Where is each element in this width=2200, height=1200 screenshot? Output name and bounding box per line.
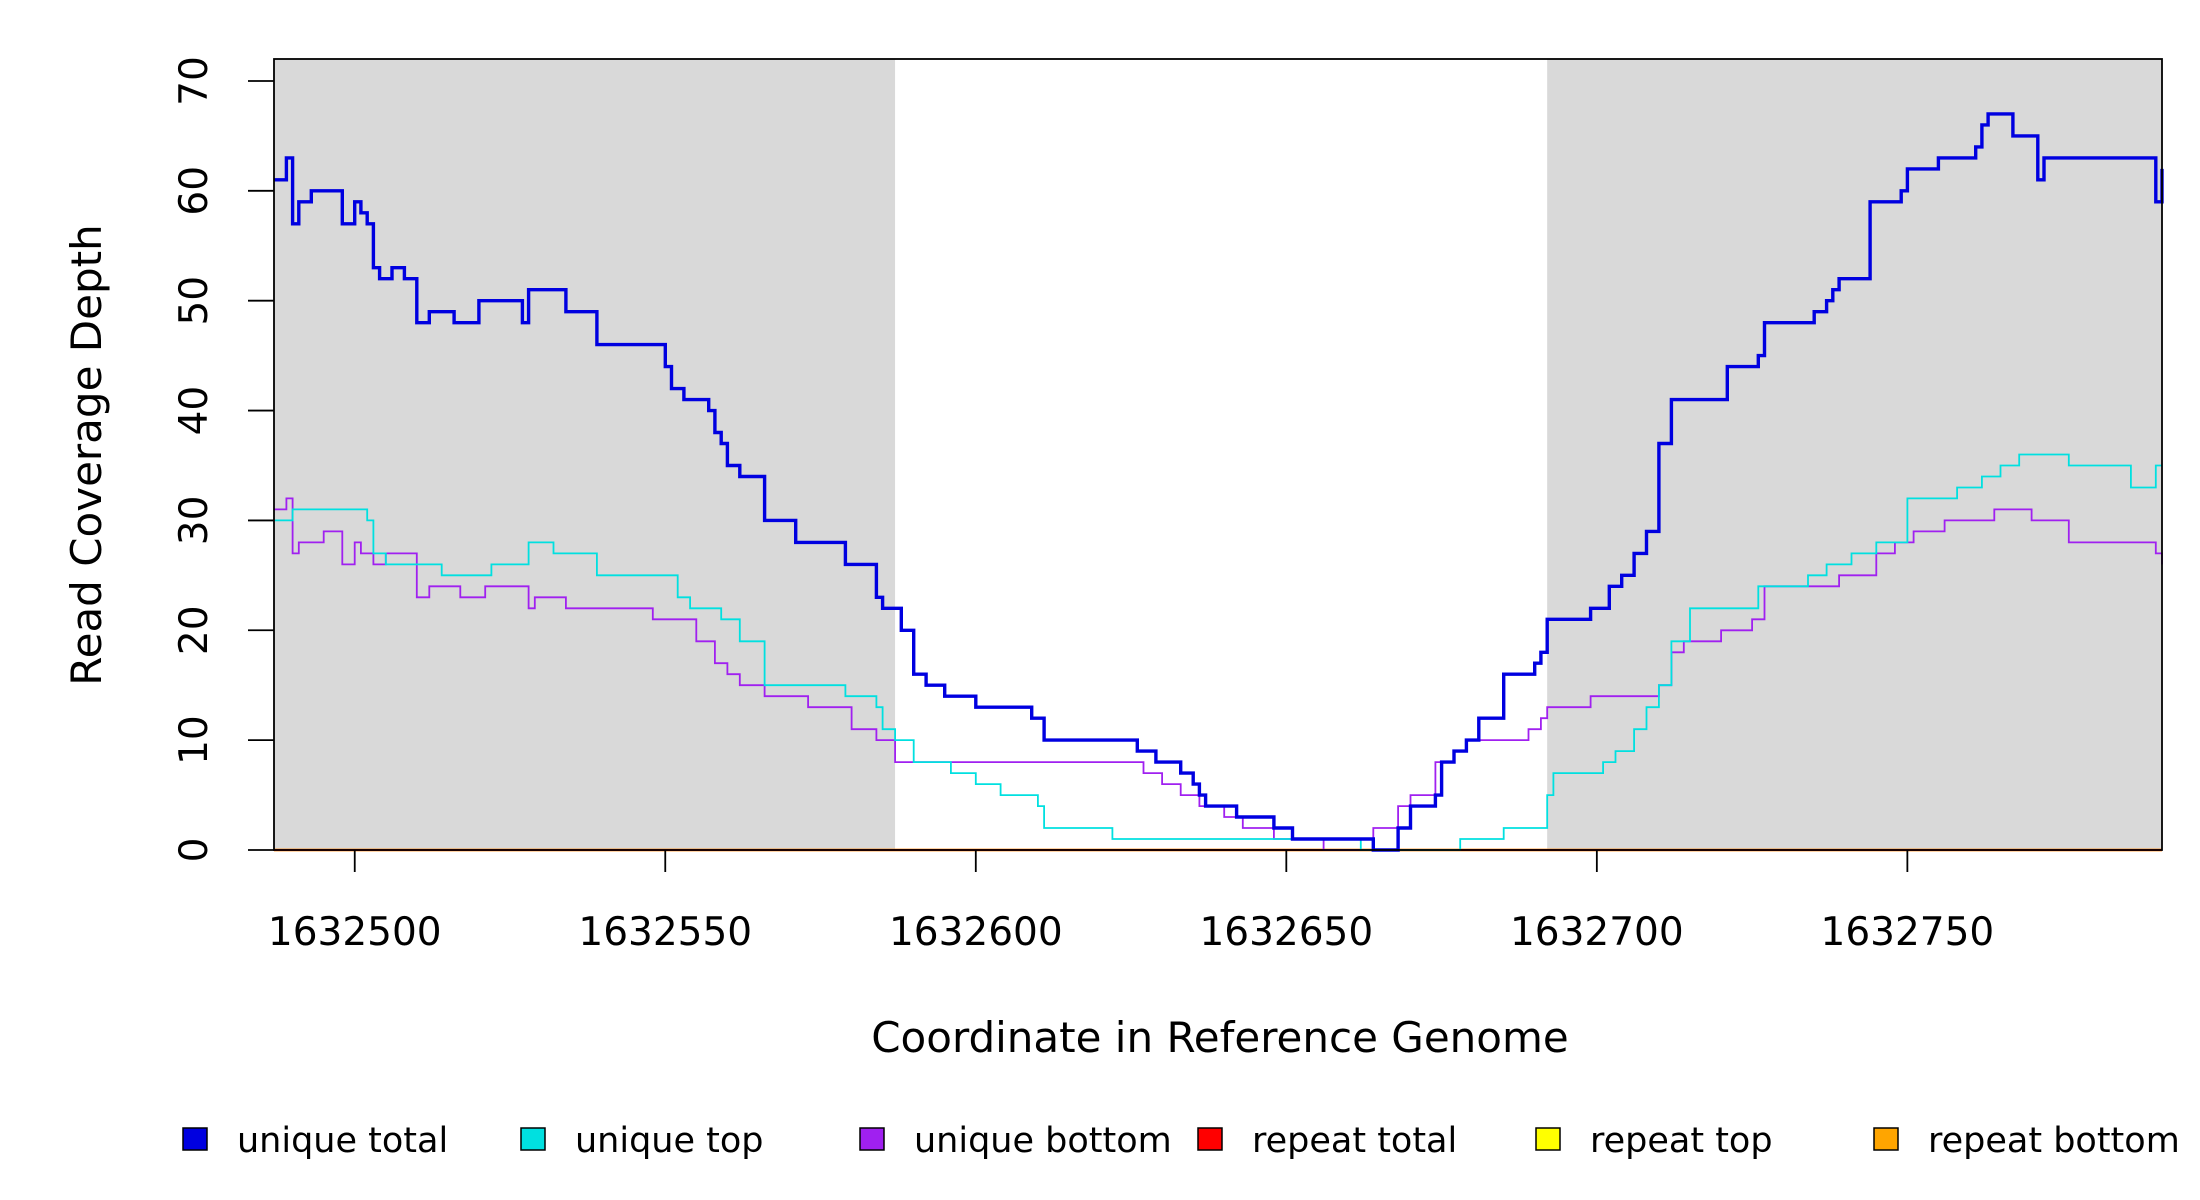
shaded-region-2 — [1547, 59, 2162, 850]
legend-swatch — [1197, 1127, 1223, 1151]
x-tick-label: 1632550 — [578, 910, 752, 955]
plot-frame — [273, 58, 2163, 851]
y-tick-label: 30 — [172, 496, 217, 546]
y-tick-label: 40 — [172, 386, 217, 436]
x-tick-label: 1632750 — [1821, 910, 1995, 955]
legend-label: unique bottom — [914, 1121, 1172, 1161]
x-axis: 1632500 1632550 1632600 1632650 1632700 16327… — [268, 850, 1994, 955]
x-axis-title: Coordinate in Reference Genome — [871, 1013, 1569, 1062]
shaded-regions — [274, 59, 2162, 850]
legend-label: repeat bottom — [1928, 1121, 2180, 1161]
y-tick-label: 20 — [172, 605, 217, 655]
y-tick-label: 60 — [172, 166, 217, 216]
y-tick-label: 50 — [172, 276, 217, 326]
y-tick-label: 0 — [172, 838, 217, 863]
legend-swatch — [1873, 1127, 1899, 1151]
legend-swatch — [520, 1127, 546, 1151]
series-unique-total — [274, 112, 2164, 852]
legend-swatch — [1535, 1127, 1561, 1151]
series-unique-top — [274, 453, 2162, 851]
legend: unique total unique top unique bottom repea… — [182, 1121, 2180, 1161]
x-tick-label: 1632700 — [1510, 910, 1684, 955]
y-tick-label: 10 — [172, 715, 217, 765]
y-tick-label: 70 — [172, 56, 217, 106]
legend-label: unique top — [575, 1121, 764, 1161]
y-axis-title: Read Coverage Depth — [62, 224, 111, 685]
legend-label: repeat top — [1590, 1121, 1773, 1161]
legend-swatch — [182, 1127, 208, 1151]
x-tick-label: 1632650 — [1199, 910, 1373, 955]
legend-label: unique total — [237, 1121, 448, 1161]
y-axis: 0 10 20 30 40 50 60 70 — [172, 56, 274, 862]
shaded-region-1 — [274, 59, 896, 850]
legend-label: repeat total — [1252, 1121, 1457, 1161]
x-tick-label: 1632600 — [889, 910, 1063, 955]
legend-swatch — [859, 1127, 885, 1151]
x-tick-label: 1632500 — [268, 910, 442, 955]
